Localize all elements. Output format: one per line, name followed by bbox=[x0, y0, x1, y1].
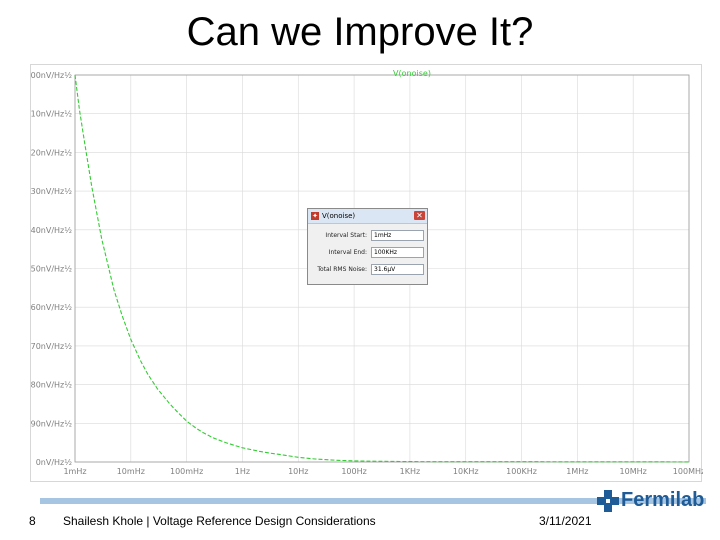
dialog-title: V(onoise) bbox=[322, 212, 356, 220]
fermilab-logo-icon bbox=[597, 490, 619, 512]
y-tick-label: 0nV/Hz½ bbox=[36, 458, 73, 467]
x-tick-label: 1MHz bbox=[566, 467, 588, 476]
y-tick-label: 90nV/Hz½ bbox=[31, 419, 72, 428]
y-tick-label: 450nV/Hz½ bbox=[31, 265, 72, 274]
trace-label: V(onoise) bbox=[393, 69, 431, 78]
x-tick-label: 1Hz bbox=[235, 467, 250, 476]
footer-bar bbox=[40, 498, 706, 504]
x-tick-label: 10mHz bbox=[117, 467, 145, 476]
x-tick-label: 10KHz bbox=[453, 467, 479, 476]
interval-end-label: Interval End: bbox=[328, 249, 367, 256]
x-tick-label: 10Hz bbox=[288, 467, 308, 476]
x-tick-label: 100mHz bbox=[170, 467, 203, 476]
y-tick-label: 720nV/Hz½ bbox=[31, 148, 72, 157]
y-tick-label: 630nV/Hz½ bbox=[31, 187, 72, 196]
noise-dialog[interactable]: ✦ V(onoise) ✕ Interval Start: 1mHz Inter… bbox=[307, 208, 428, 285]
y-tick-label: 360nV/Hz½ bbox=[31, 303, 72, 312]
ltspice-icon: ✦ bbox=[311, 212, 319, 220]
x-tick-label: 1mHz bbox=[63, 467, 86, 476]
interval-start-label: Interval Start: bbox=[325, 232, 367, 239]
close-icon[interactable]: ✕ bbox=[414, 211, 425, 220]
plot-area-border bbox=[74, 74, 690, 463]
y-tick-label: 810nV/Hz½ bbox=[31, 110, 72, 119]
dialog-row-interval-end: Interval End: 100KHz bbox=[310, 246, 425, 260]
x-tick-label: 10MHz bbox=[620, 467, 647, 476]
dialog-titlebar[interactable]: ✦ V(onoise) ✕ bbox=[308, 209, 427, 224]
total-rms-label: Total RMS Noise: bbox=[317, 266, 367, 273]
fermilab-logo-text: Fermilab bbox=[621, 489, 705, 511]
y-tick-label: 180nV/Hz½ bbox=[31, 381, 72, 390]
x-tick-label: 100Hz bbox=[341, 467, 366, 476]
y-tick-label: 900nV/Hz½ bbox=[31, 71, 72, 80]
x-tick-label: 100MHz bbox=[673, 467, 703, 476]
dialog-row-interval-start: Interval Start: 1mHz bbox=[310, 229, 425, 243]
y-tick-label: 540nV/Hz½ bbox=[31, 226, 72, 235]
interval-end-field[interactable]: 100KHz bbox=[371, 247, 424, 258]
footer-date: 3/11/2021 bbox=[539, 514, 592, 528]
slide-title: Can we Improve It? bbox=[186, 10, 534, 54]
x-tick-label: 100KHz bbox=[506, 467, 537, 476]
page-number: 8 bbox=[29, 514, 36, 528]
total-rms-field[interactable]: 31.6µV bbox=[371, 264, 424, 275]
dialog-row-total-rms: Total RMS Noise: 31.6µV bbox=[310, 263, 425, 277]
interval-start-field[interactable]: 1mHz bbox=[371, 230, 424, 241]
x-tick-label: 1KHz bbox=[400, 467, 421, 476]
noise-trace bbox=[74, 74, 690, 463]
footer-text: Shailesh Khole | Voltage Reference Desig… bbox=[63, 514, 376, 528]
